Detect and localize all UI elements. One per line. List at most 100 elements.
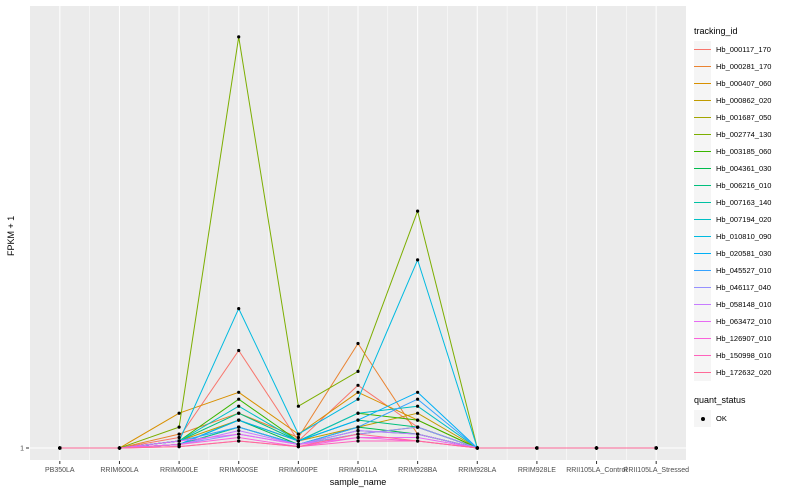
legend-entry-Hb_000862_020: Hb_000862_020	[694, 92, 798, 109]
legend-key-line-swatch	[694, 48, 711, 50]
legend-entry-Hb_007163_140: Hb_007163_140	[694, 194, 798, 211]
legend-key-line-swatch	[694, 371, 711, 373]
legend-label: Hb_002774_130	[716, 130, 772, 139]
data-point	[177, 411, 181, 415]
legend-label: Hb_007194_020	[716, 215, 772, 224]
legend-entry-Hb_007194_020: Hb_007194_020	[694, 211, 798, 228]
data-point	[416, 432, 420, 436]
legend-key-line	[694, 330, 711, 347]
data-point	[177, 439, 181, 443]
legend-entry-Hb_000281_170: Hb_000281_170	[694, 58, 798, 75]
legend-entry-Hb_000117_170: Hb_000117_170	[694, 41, 798, 58]
legend-key-line-swatch	[694, 201, 711, 203]
data-point	[594, 446, 599, 450]
legend-label: Hb_000407_060	[716, 79, 772, 88]
point-icon	[700, 416, 705, 421]
legend-key-line	[694, 279, 711, 296]
legend-key-line	[694, 296, 711, 313]
legend-key-line-swatch	[694, 99, 711, 101]
legend-entry-Hb_020581_030: Hb_020581_030	[694, 245, 798, 262]
data-point	[356, 390, 360, 394]
data-point	[117, 446, 122, 450]
legend-label: Hb_172632_020	[716, 368, 772, 377]
legend-key-line	[694, 92, 711, 109]
legend-shape-entries: OK	[694, 410, 798, 427]
legend-label: Hb_001687_050	[716, 113, 772, 122]
legend-key-line-swatch	[694, 184, 711, 186]
data-point	[416, 258, 420, 262]
x-tick-label: RRIM928LE	[518, 467, 556, 474]
x-tick-label: RRIM928LA	[458, 467, 496, 474]
legend-key-line-swatch	[694, 337, 711, 339]
plot-area: PB350LA RRIM600LA RRIM600LE RRIM600SE RRIM60…	[20, 6, 689, 474]
legend-label: Hb_063472_010	[716, 317, 772, 326]
legend-label: Hb_004361_030	[716, 164, 772, 173]
legend-key-line	[694, 211, 711, 228]
legend-key-line-swatch	[694, 65, 711, 67]
legend-key-line	[694, 126, 711, 143]
data-point	[237, 35, 241, 39]
data-point	[356, 439, 360, 443]
data-point	[356, 435, 360, 440]
legend-label: Hb_006216_010	[716, 181, 772, 190]
legend-label: Hb_046117_040	[716, 283, 771, 292]
legend-key-line	[694, 143, 711, 160]
data-point	[356, 432, 360, 436]
legend-key-line	[694, 160, 711, 177]
data-point	[237, 411, 241, 415]
data-point	[356, 341, 360, 346]
legend-key-line	[694, 313, 711, 330]
legend-entry-OK: OK	[694, 410, 798, 427]
legend-entry-Hb_126907_010: Hb_126907_010	[694, 330, 798, 347]
data-point	[416, 397, 420, 401]
data-point	[356, 369, 360, 373]
legend-label: Hb_010810_090	[716, 232, 772, 241]
data-point	[296, 435, 300, 440]
legend-entry-Hb_063472_010: Hb_063472_010	[694, 313, 798, 330]
data-point	[416, 435, 420, 440]
legend-label: Hb_126907_010	[716, 334, 772, 343]
legend-key-line	[694, 228, 711, 245]
legend-key-line-swatch	[694, 167, 711, 169]
legend-key-line	[694, 245, 711, 262]
legend-key-line-swatch	[694, 354, 711, 356]
x-tick-label: RRIM600PE	[279, 467, 318, 474]
data-point	[237, 429, 241, 433]
data-point	[237, 432, 241, 436]
data-point	[416, 439, 420, 443]
data-point	[356, 425, 360, 429]
legend-key-line	[694, 364, 711, 381]
legend-label: Hb_150998_010	[716, 351, 772, 360]
y-tick-label: 1	[20, 446, 24, 453]
data-point	[296, 432, 300, 436]
data-point	[237, 425, 241, 429]
x-tick-label: RRIM600SE	[219, 467, 258, 474]
legend-label: Hb_020581_030	[716, 249, 772, 258]
data-point	[58, 446, 62, 450]
data-point	[475, 446, 479, 450]
x-axis-title: sample_name	[329, 477, 387, 487]
legend-label: Hb_003185_060	[716, 147, 772, 156]
data-point	[177, 432, 181, 436]
x-tick-label: RRIM928BA	[398, 467, 437, 474]
legend-label: Hb_007163_140	[716, 198, 772, 207]
data-point	[177, 435, 181, 440]
data-point	[296, 439, 300, 443]
data-point	[177, 425, 181, 429]
legend-entry-Hb_058148_010: Hb_058148_010	[694, 296, 798, 313]
data-point	[237, 390, 241, 394]
data-point	[416, 209, 420, 213]
x-tick-label: RRII105LA_Control	[566, 467, 627, 474]
legend-key-line	[694, 41, 711, 58]
legend-entry-Hb_006216_010: Hb_006216_010	[694, 177, 798, 194]
legend-key-line-swatch	[694, 235, 711, 237]
legend-key-line-swatch	[694, 286, 711, 288]
data-point	[416, 411, 420, 415]
legend-label: Hb_000862_020	[716, 96, 772, 105]
data-point	[237, 439, 241, 443]
legend: tracking_id Hb_000117_170 Hb_000281_170 Hb…	[694, 26, 798, 427]
legend-key-line-swatch	[694, 150, 711, 152]
legend-entry-Hb_004361_030: Hb_004361_030	[694, 160, 798, 177]
data-point	[416, 425, 420, 429]
legend-key-line-swatch	[694, 218, 711, 220]
